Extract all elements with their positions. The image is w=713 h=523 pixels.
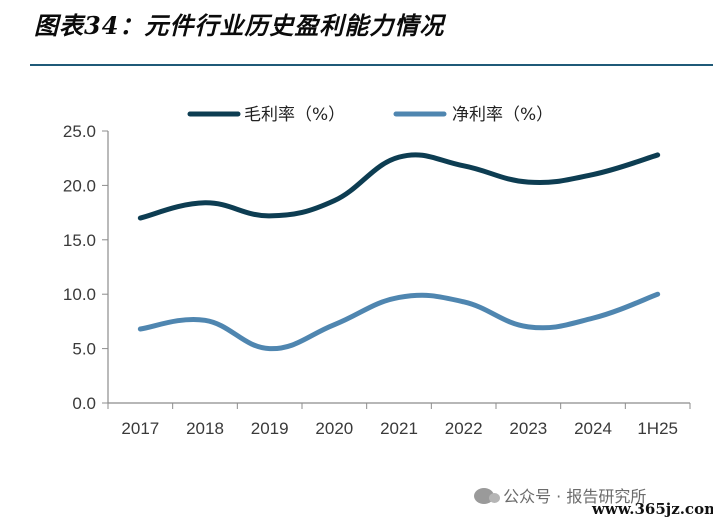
- x-tick-label: 2018: [186, 419, 224, 438]
- chart-title: 图表34：元件行业历史盈利能力情况: [34, 11, 445, 40]
- watermark: 公众号 · 报告研究所: [474, 483, 646, 507]
- watermark-text: 公众号 · 报告研究所: [503, 487, 647, 506]
- y-tick-label: 15.0: [63, 231, 96, 250]
- x-tick-label: 2017: [121, 419, 159, 438]
- legend-label: 毛利率（%）: [244, 105, 345, 125]
- x-tick-label: 2022: [445, 419, 483, 438]
- site-watermark: www.365jz.com: [592, 500, 713, 518]
- x-tick-label: 2024: [574, 419, 612, 438]
- chart-legend: 毛利率（%） 净利率（%）: [187, 105, 553, 125]
- title-divider: [30, 64, 713, 66]
- net-margin-line: [137, 291, 661, 352]
- wechat-icon: [474, 488, 500, 504]
- y-tick-label: 0.0: [72, 394, 96, 413]
- y-tick-label: 5.0: [72, 340, 96, 359]
- gross-margin-line: [137, 152, 661, 221]
- chart-lines: [137, 152, 661, 352]
- x-tick-label: 2019: [251, 419, 289, 438]
- y-tick-label: 25.0: [63, 122, 96, 141]
- legend-label: 净利率（%）: [452, 105, 553, 125]
- x-tick-label: 1H25: [637, 419, 678, 438]
- chart-axes: 0.0 5.0 10.0 15.0 20.0 25.0 2017 2018 2019 2020 20…: [63, 122, 691, 438]
- x-tick-label: 2023: [509, 419, 547, 438]
- x-tick-label: 2020: [315, 419, 353, 438]
- y-tick-label: 10.0: [63, 285, 96, 304]
- x-tick-label: 2021: [380, 419, 418, 438]
- y-tick-label: 20.0: [63, 176, 96, 195]
